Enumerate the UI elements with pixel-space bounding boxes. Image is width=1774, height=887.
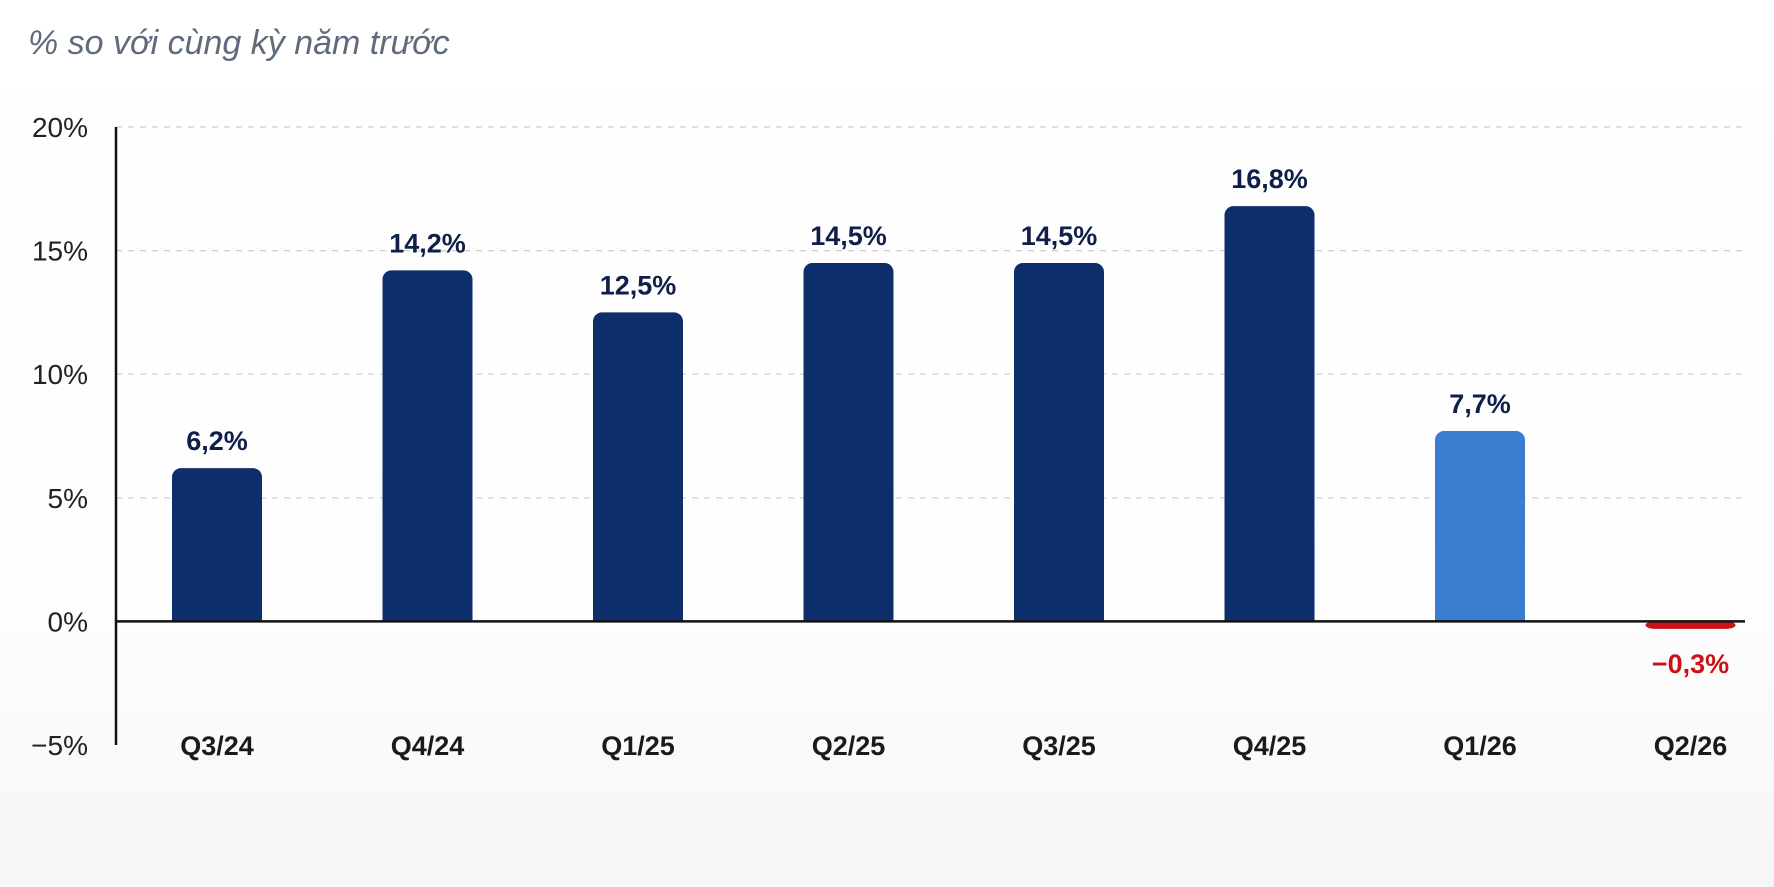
bar-base xyxy=(803,611,894,622)
bar-q4-25 xyxy=(1224,206,1315,622)
bar-base xyxy=(1435,611,1525,622)
y-tick-label: 0% xyxy=(48,606,88,637)
x-tick-label: Q2/26 xyxy=(1654,731,1728,761)
y-tick-label: −5% xyxy=(31,730,88,761)
bar-base xyxy=(382,611,473,622)
chart-subtitle: % so với cùng kỳ năm trước xyxy=(28,24,450,62)
bar-base xyxy=(1014,611,1104,622)
data-label: 7,7% xyxy=(1449,389,1511,419)
y-tick-label: 15% xyxy=(32,236,88,267)
bar-base xyxy=(593,611,683,622)
y-tick-label: 10% xyxy=(32,359,88,390)
data-label: 6,2% xyxy=(186,426,248,456)
bar-base xyxy=(1224,611,1315,622)
x-tick-label: Q3/24 xyxy=(180,731,254,761)
bar-q1-25 xyxy=(593,312,683,622)
y-tick-label: 20% xyxy=(32,112,88,143)
x-tick-label: Q3/25 xyxy=(1022,731,1096,761)
bar-q1-26 xyxy=(1435,431,1525,622)
bar-q3-25 xyxy=(1014,262,1104,622)
bar-q2-25 xyxy=(803,262,894,622)
x-tick-label: Q1/25 xyxy=(601,731,675,761)
data-label: 16,8% xyxy=(1231,164,1308,194)
data-label: 14,5% xyxy=(1021,221,1098,251)
data-label: 12,5% xyxy=(600,270,677,300)
data-label: −0,3% xyxy=(1652,649,1729,679)
x-tick-label: Q4/24 xyxy=(391,731,465,761)
x-tick-label: Q1/26 xyxy=(1443,731,1517,761)
bar-q3-24 xyxy=(172,468,262,622)
data-label: 14,5% xyxy=(810,221,887,251)
x-tick-label: Q4/25 xyxy=(1233,731,1307,761)
x-tick-label: Q2/25 xyxy=(812,731,886,761)
y-tick-label: 5% xyxy=(48,483,88,514)
data-label: 14,2% xyxy=(389,228,466,258)
bar-q4-24 xyxy=(382,270,473,622)
bar-base xyxy=(172,611,262,622)
bar-q2-26 xyxy=(1645,621,1736,629)
